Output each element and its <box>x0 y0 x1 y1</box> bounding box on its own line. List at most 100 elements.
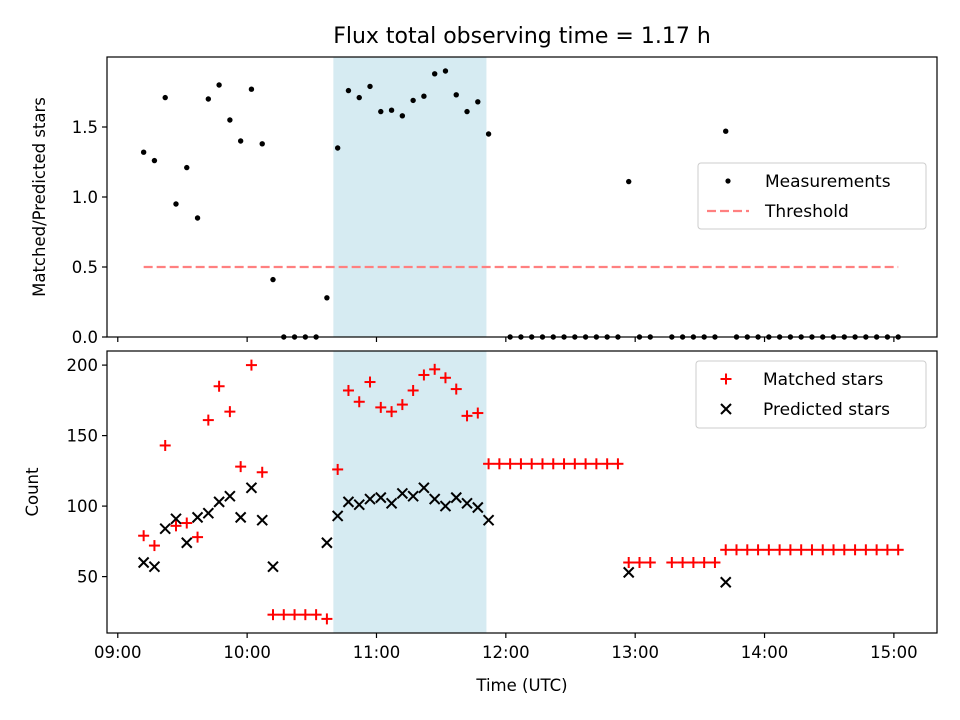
predicted-point <box>159 522 171 535</box>
x-tick-label: 12:00 <box>482 643 530 662</box>
measurement-points <box>140 68 901 340</box>
predicted-point <box>342 496 355 508</box>
x-axis-label: Time (UTC) <box>475 676 567 695</box>
count-y-tick-label: 200 <box>67 356 99 375</box>
matched-point <box>299 609 311 621</box>
matched-point <box>310 609 322 621</box>
matched-point <box>860 544 872 556</box>
matched-point <box>763 544 775 556</box>
x-tick-label: 14:00 <box>741 643 789 662</box>
highlight-span-top <box>333 57 487 337</box>
matched-point <box>386 406 398 418</box>
x-tick-label: 09:00 <box>94 643 142 662</box>
measurement-point <box>151 157 158 164</box>
measurement-point <box>237 138 244 144</box>
measurement-point <box>259 141 265 147</box>
measurement-point <box>205 96 212 102</box>
count-panel: 50 100 150 200 09:00 10:00 11:00 12:00 13:00 14:… <box>23 350 938 695</box>
legend-predicted-marker <box>720 403 732 415</box>
matched-point <box>504 458 516 470</box>
x-tick-label: 13:00 <box>611 643 659 662</box>
matched-point <box>569 458 581 470</box>
predicted-point <box>202 507 215 519</box>
ratio-y-ticks: 0.0 0.5 1.0 1.5 <box>72 118 895 347</box>
matched-point <box>289 609 301 621</box>
matched-point <box>720 544 732 556</box>
measurement-point <box>270 276 276 283</box>
predicted-point <box>148 561 161 573</box>
measurement-point <box>442 68 449 74</box>
x-tick-label: 10:00 <box>223 643 271 662</box>
matched-point <box>536 458 548 470</box>
measurement-point <box>227 117 233 123</box>
predicted-point <box>245 482 258 494</box>
ratio-y-tick-label: 1.5 <box>72 118 98 137</box>
matched-point <box>817 544 829 556</box>
count-y-tick-label: 150 <box>67 427 99 446</box>
predicted-point <box>418 482 430 494</box>
matched-point <box>256 466 268 478</box>
matched-point <box>666 557 678 568</box>
matched-point <box>601 458 613 470</box>
predicted-point <box>267 561 279 573</box>
predicted-point <box>170 513 182 525</box>
measurement-point <box>194 215 201 221</box>
matched-point <box>364 376 376 388</box>
predicted-point <box>364 493 376 505</box>
matched-point <box>181 517 193 529</box>
matched-point <box>450 383 462 395</box>
matched-point <box>159 439 171 451</box>
measurement-point <box>453 92 459 98</box>
measurement-point <box>431 71 438 77</box>
predicted-point <box>385 497 398 509</box>
predicted-point <box>224 490 236 502</box>
matched-point <box>170 520 182 532</box>
matched-point <box>342 384 354 396</box>
matched-point <box>439 372 451 384</box>
x-tick-label: 11:00 <box>353 643 401 662</box>
time-x-ticks: 09:00 10:00 11:00 12:00 13:00 14:00 15:00 <box>94 633 918 662</box>
matched-point <box>278 609 290 621</box>
measurement-point <box>410 97 416 104</box>
predicted-point <box>472 501 484 514</box>
matched-point <box>838 544 850 556</box>
measurement-point <box>345 87 352 94</box>
matched-point <box>483 458 495 470</box>
predicted-point <box>181 537 193 549</box>
count-plot-frame <box>106 350 938 634</box>
predicted-point <box>353 498 365 511</box>
ratio-y-tick-label: 0.5 <box>72 258 98 277</box>
predicted-point <box>396 487 409 500</box>
predicted-point <box>321 537 333 549</box>
measurement-point <box>464 108 470 115</box>
ratio-legend-box <box>697 162 927 230</box>
matched-point <box>677 557 689 568</box>
predicted-point <box>407 490 419 502</box>
ratio-y-tick-label: 0.0 <box>72 328 98 347</box>
matched-point <box>774 544 786 556</box>
legend-measurements-label: Measurements <box>765 172 891 192</box>
matched-point <box>612 458 624 470</box>
legend-measurements-marker <box>725 178 731 184</box>
matched-point <box>644 557 656 568</box>
matched-point <box>709 557 721 568</box>
legend-threshold-label: Threshold <box>764 202 849 222</box>
matched-point <box>806 544 818 556</box>
matched-point <box>558 458 570 470</box>
measurement-point <box>334 145 341 151</box>
measurement-point <box>388 107 395 113</box>
measurement-point <box>367 83 373 90</box>
measurement-point <box>324 295 330 301</box>
matched-point <box>213 380 225 392</box>
matched-point <box>795 544 807 556</box>
measurement-point <box>248 86 255 92</box>
predicted-point <box>623 566 635 579</box>
predicted-point <box>428 493 441 505</box>
measurement-point <box>485 131 492 137</box>
count-legend: Matched stars Predicted stars <box>695 360 927 429</box>
matched-point <box>623 557 635 568</box>
ratio-plot-frame <box>106 56 938 338</box>
measurement-point <box>723 128 729 134</box>
matched-point <box>375 401 387 413</box>
